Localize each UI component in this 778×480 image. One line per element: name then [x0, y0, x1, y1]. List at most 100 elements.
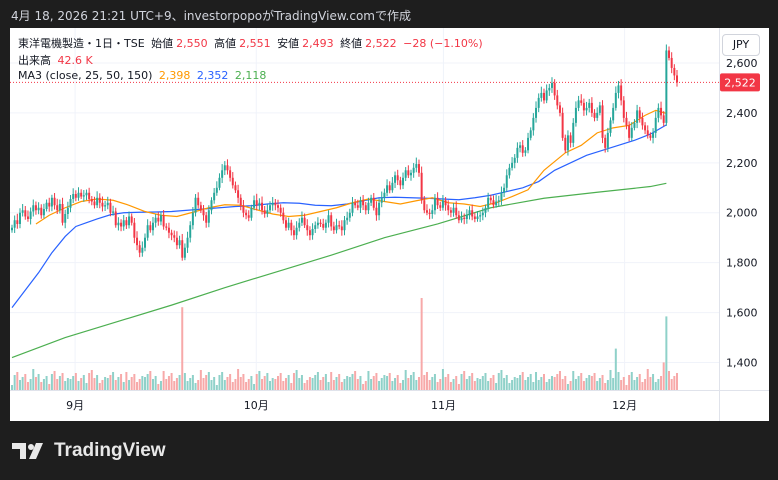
volume-bar: [157, 384, 160, 390]
volume-bar: [590, 376, 593, 390]
volume-bar: [133, 374, 136, 390]
candle-body: [543, 92, 545, 101]
ma-label: MA3 (close, 25, 50, 150): [18, 69, 153, 82]
candle-body: [668, 50, 671, 58]
candle-body: [277, 205, 279, 208]
candle-body: [282, 212, 285, 221]
candle-body: [239, 197, 242, 206]
volume-bar: [535, 372, 538, 390]
candle-body: [535, 107, 538, 118]
candle-body: [202, 210, 205, 216]
volume-bar: [465, 379, 468, 390]
candle-body: [367, 202, 370, 211]
volume-bar: [98, 383, 101, 390]
volume-bar: [407, 378, 410, 390]
candle-body: [614, 92, 617, 108]
candle-body: [527, 137, 530, 151]
volume-bar: [657, 379, 660, 390]
volume-bar: [425, 372, 428, 390]
currency-button[interactable]: JPY: [722, 34, 760, 56]
candle-body: [465, 215, 468, 219]
candle-body: [441, 200, 444, 208]
candle-body: [242, 205, 245, 213]
candle-body: [561, 112, 564, 138]
volume-bar: [101, 380, 104, 390]
volume-bar: [529, 374, 532, 390]
header-text: 4月 18, 2026 21:21 UTC+9、investorpopoがTra…: [11, 9, 411, 23]
volume-bar: [428, 380, 431, 390]
volume-bar: [402, 380, 405, 390]
volume-bar: [370, 379, 373, 390]
chart-panel[interactable]: [10, 28, 719, 390]
volume-bar: [287, 375, 290, 390]
volume-bar: [170, 373, 173, 390]
candle-body: [138, 245, 141, 253]
volume-bar: [364, 381, 367, 390]
candle-body: [40, 207, 43, 216]
volume-bar: [258, 371, 261, 390]
volume-bar: [330, 372, 333, 390]
volume-bar: [500, 370, 503, 390]
candle-body: [620, 85, 623, 101]
candle-body: [460, 217, 463, 221]
candle-body: [101, 202, 104, 207]
candle-body: [64, 213, 67, 223]
tradingview-logo[interactable]: TradingView: [12, 438, 166, 464]
time-axis[interactable]: [10, 390, 719, 421]
candle-body: [481, 212, 484, 216]
candle-body: [622, 100, 625, 118]
candle-body: [399, 180, 402, 186]
volume-bar: [614, 348, 617, 390]
volume-bar: [138, 379, 141, 390]
candle-body: [457, 215, 460, 221]
volume-bar: [56, 379, 59, 390]
candle-body: [165, 226, 168, 228]
candle-body: [439, 205, 442, 208]
candle-body: [473, 216, 476, 219]
volume-bar: [375, 373, 378, 390]
candle-body: [410, 172, 412, 176]
x-tick-label: 10月: [244, 399, 269, 412]
candle-body: [186, 237, 189, 248]
candle-body: [199, 205, 202, 211]
candle-body: [394, 175, 397, 183]
volume-bar: [431, 377, 434, 390]
candle-body: [415, 164, 418, 168]
candle-body: [223, 165, 226, 171]
candle-body: [508, 167, 511, 176]
candle-body: [383, 192, 386, 198]
volume-bar: [550, 376, 553, 390]
volume-bar: [223, 380, 226, 390]
candle-body: [338, 225, 341, 227]
volume-bar: [90, 370, 93, 390]
volume-bar: [513, 377, 516, 390]
volume-bar: [266, 373, 269, 390]
candle-body: [370, 197, 373, 203]
candle-body: [617, 85, 620, 93]
candle-body: [548, 87, 551, 91]
candle-body: [606, 132, 609, 148]
volume-bar: [237, 369, 240, 390]
volume-bar: [540, 377, 543, 390]
candle-body: [519, 145, 522, 148]
candle-body: [582, 102, 585, 111]
volume-legend: 出来高 42.6 K: [18, 52, 96, 68]
volume-bar: [154, 376, 157, 390]
volume-bar: [612, 378, 615, 390]
volume-bar: [149, 371, 152, 390]
open-label: 始値: [151, 37, 174, 50]
volume-bar: [638, 374, 641, 390]
volume-bar: [388, 373, 391, 390]
candle-body: [420, 172, 423, 201]
ma50-line: [11, 124, 667, 308]
candle-body: [391, 182, 394, 191]
candle-body: [205, 215, 208, 223]
volume-bar: [473, 381, 476, 390]
candle-body: [122, 220, 125, 227]
candle-body: [197, 197, 200, 206]
candle-body: [85, 192, 88, 196]
volume-bar: [186, 381, 189, 390]
volume-bar: [207, 372, 210, 390]
volume-bar: [282, 381, 285, 390]
volume-bar: [34, 377, 37, 390]
